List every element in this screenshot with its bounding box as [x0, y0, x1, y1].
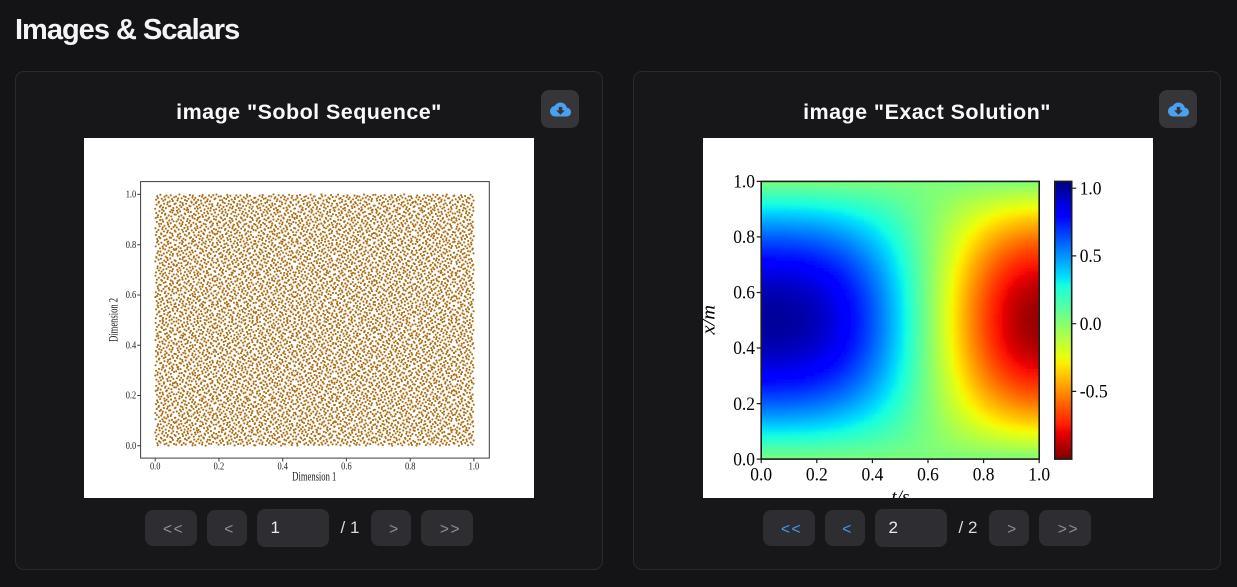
svg-text:0.8: 0.8: [126, 240, 137, 251]
svg-text:0.8: 0.8: [733, 227, 755, 248]
svg-text:1.0: 1.0: [1028, 464, 1050, 485]
svg-text:1.0: 1.0: [126, 190, 137, 201]
svg-text:1.0: 1.0: [733, 172, 755, 193]
svg-text:0.2: 0.2: [126, 391, 137, 402]
svg-text:0.6: 0.6: [733, 283, 755, 304]
svg-text:0.4: 0.4: [277, 462, 288, 473]
svg-text:0.2: 0.2: [214, 462, 225, 473]
svg-text:1.0: 1.0: [469, 462, 480, 473]
svg-text:x/m: x/m: [703, 305, 720, 336]
svg-text:Dimension 1: Dimension 1: [292, 468, 336, 483]
svg-text:0.6: 0.6: [126, 290, 137, 301]
svg-text:0.4: 0.4: [862, 464, 884, 485]
svg-text:0.4: 0.4: [126, 340, 137, 351]
svg-text:0.8: 0.8: [405, 462, 416, 473]
svg-text:t/s: t/s: [891, 487, 909, 498]
svg-text:Dimension 2: Dimension 2: [105, 298, 120, 342]
svg-text:-0.5: -0.5: [1080, 382, 1108, 403]
svg-text:0.0: 0.0: [750, 464, 772, 485]
svg-text:0.6: 0.6: [341, 462, 352, 473]
svg-text:0.0: 0.0: [150, 462, 161, 473]
svg-text:0.2: 0.2: [806, 464, 828, 485]
svg-text:0.0: 0.0: [1080, 314, 1102, 335]
svg-text:0.0: 0.0: [126, 441, 137, 452]
svg-text:0.8: 0.8: [973, 464, 995, 485]
svg-text:0.2: 0.2: [733, 394, 755, 415]
svg-text:0.0: 0.0: [733, 449, 755, 470]
svg-text:1.0: 1.0: [1080, 178, 1102, 199]
svg-text:0.6: 0.6: [917, 464, 939, 485]
svg-text:0.4: 0.4: [733, 338, 755, 359]
svg-text:0.5: 0.5: [1080, 246, 1102, 267]
